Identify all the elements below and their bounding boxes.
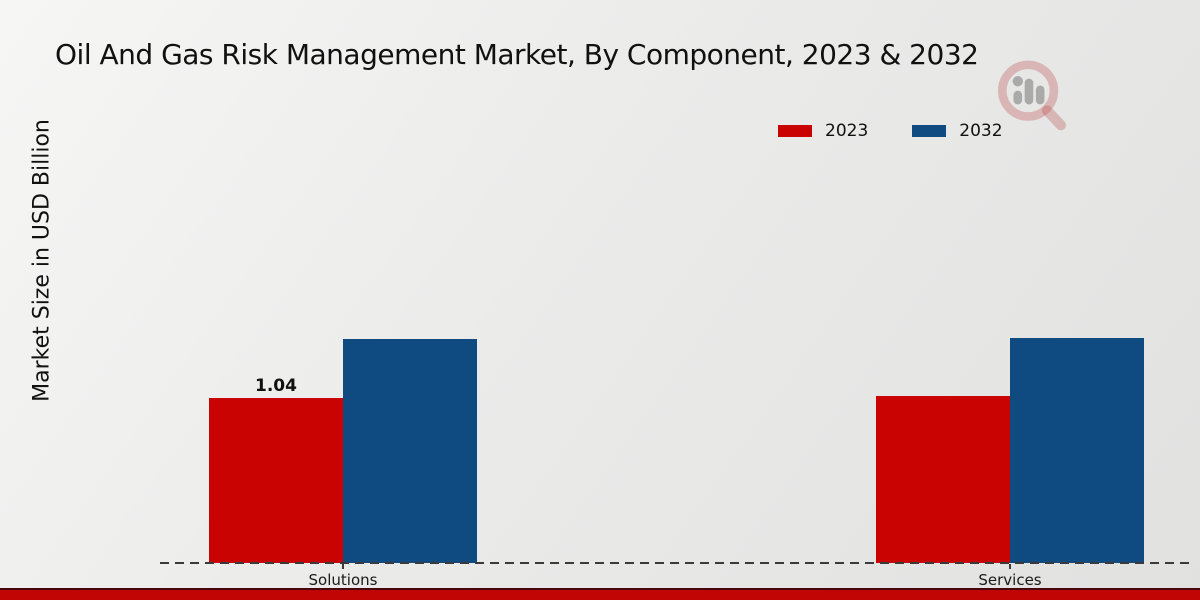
bar-2032-services [1010, 338, 1144, 563]
magnifier-logo-icon [992, 58, 1078, 144]
legend-swatch-2023 [778, 125, 812, 137]
x-tick-services [1009, 564, 1011, 569]
category-label-services: Services [978, 571, 1042, 589]
legend-label-2023: 2023 [825, 121, 869, 141]
chart-title: Oil And Gas Risk Management Market, By C… [55, 38, 979, 71]
bar-value-label: 1.04 [255, 376, 297, 396]
x-tick-solutions [342, 564, 344, 569]
legend-label-2032: 2032 [959, 121, 1003, 141]
legend-swatch-2032 [912, 125, 947, 137]
bar-2023-services [876, 396, 1010, 563]
bar-2023-solutions [209, 398, 343, 563]
x-axis-baseline [160, 562, 1192, 564]
footer-accent-bar [0, 588, 1200, 600]
legend: 2023 2032 [778, 119, 1003, 143]
category-label-solutions: Solutions [308, 571, 378, 589]
bar-2032-solutions [343, 339, 477, 563]
